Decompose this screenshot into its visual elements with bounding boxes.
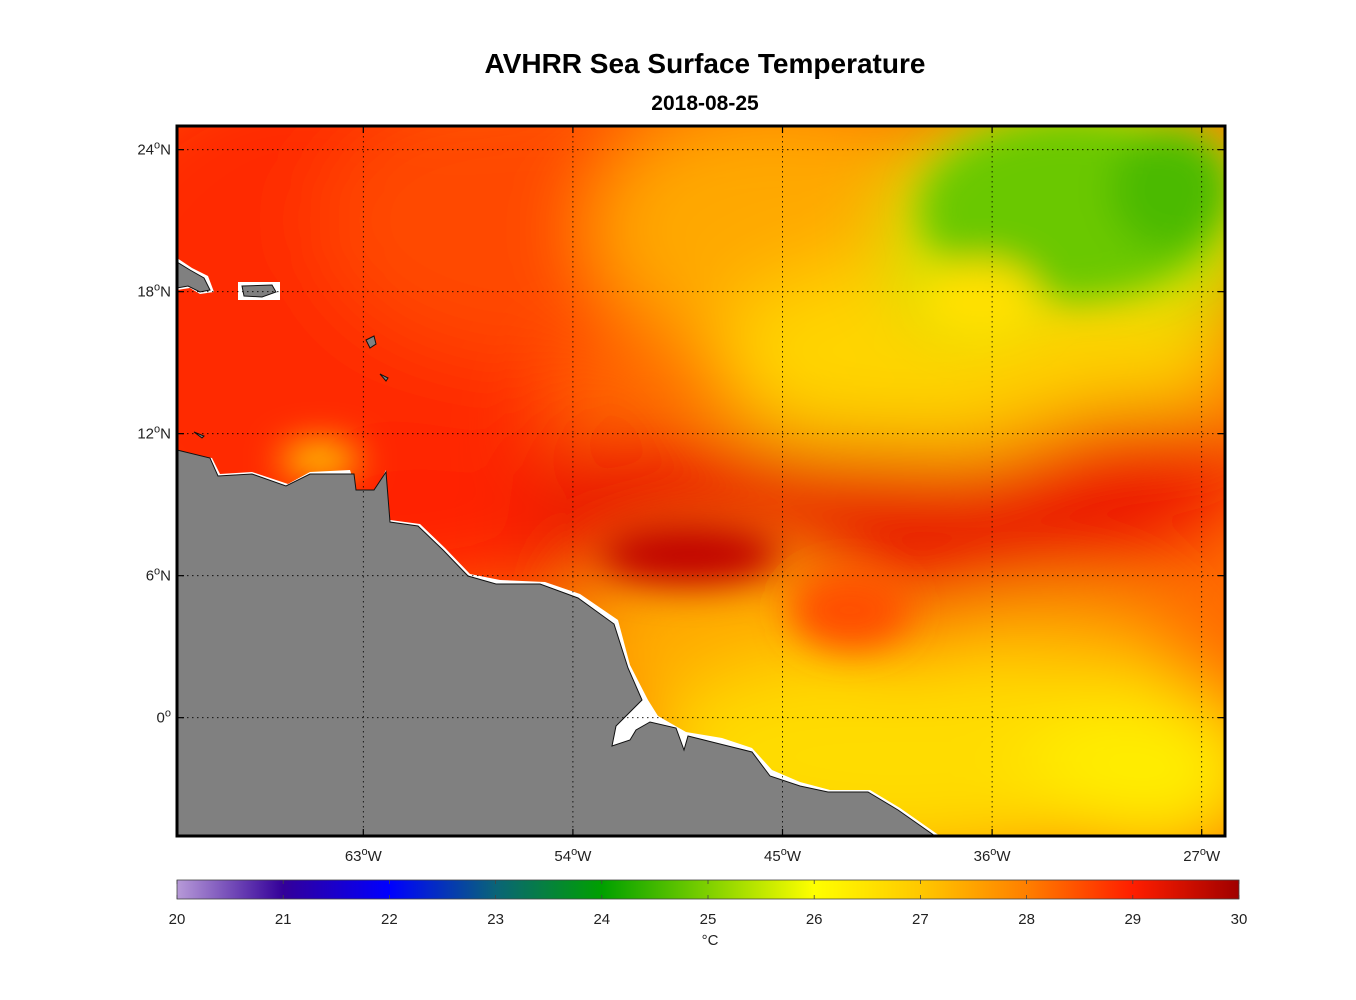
colorbar-tick-label: 23 (487, 911, 504, 928)
lat-tick-label: 0o (157, 708, 171, 727)
sst-field (177, 126, 1225, 836)
latitude-labels: 24oN 18oN 12oN 6oN 0o (137, 140, 171, 727)
colorbar-unit: °C (701, 932, 719, 949)
chart-title: AVHRR Sea Surface Temperature (484, 48, 926, 79)
lat-tick-label: 24oN (137, 140, 171, 159)
colorbar-tick-label: 28 (1018, 911, 1035, 928)
colorbar-tick-label: 22 (381, 911, 398, 928)
colorbar-tick-label: 24 (593, 911, 610, 928)
colorbar-tick-label: 30 (1231, 911, 1248, 928)
colorbar-ticks: 20 21 22 23 24 25 26 27 28 29 30 (169, 880, 1248, 928)
map-frame (175, 124, 1227, 838)
lon-tick-label: 45oW (764, 846, 802, 865)
colorbar-tick-label: 29 (1124, 911, 1141, 928)
colorbar-tick-label: 27 (912, 911, 929, 928)
lon-tick-label: 54oW (554, 846, 592, 865)
longitude-labels: 63oW 54oW 45oW 36oW 27oW (345, 846, 1221, 865)
lon-tick-label: 36oW (974, 846, 1012, 865)
colorbar-tick-label: 20 (169, 911, 186, 928)
lat-tick-label: 12oN (137, 424, 171, 443)
colorbar-tick-label: 25 (700, 911, 717, 928)
colorbar-tick-label: 21 (275, 911, 292, 928)
lon-tick-label: 63oW (345, 846, 383, 865)
map-ticks (177, 126, 1225, 836)
land-mass (177, 258, 940, 836)
chart-date: 2018-08-25 (651, 92, 759, 115)
colorbar-tick-label: 26 (806, 911, 823, 928)
lat-tick-label: 18oN (137, 282, 171, 301)
map-gridlines (177, 126, 1225, 836)
lon-tick-label: 27oW (1183, 846, 1221, 865)
lat-tick-label: 6oN (146, 566, 171, 585)
